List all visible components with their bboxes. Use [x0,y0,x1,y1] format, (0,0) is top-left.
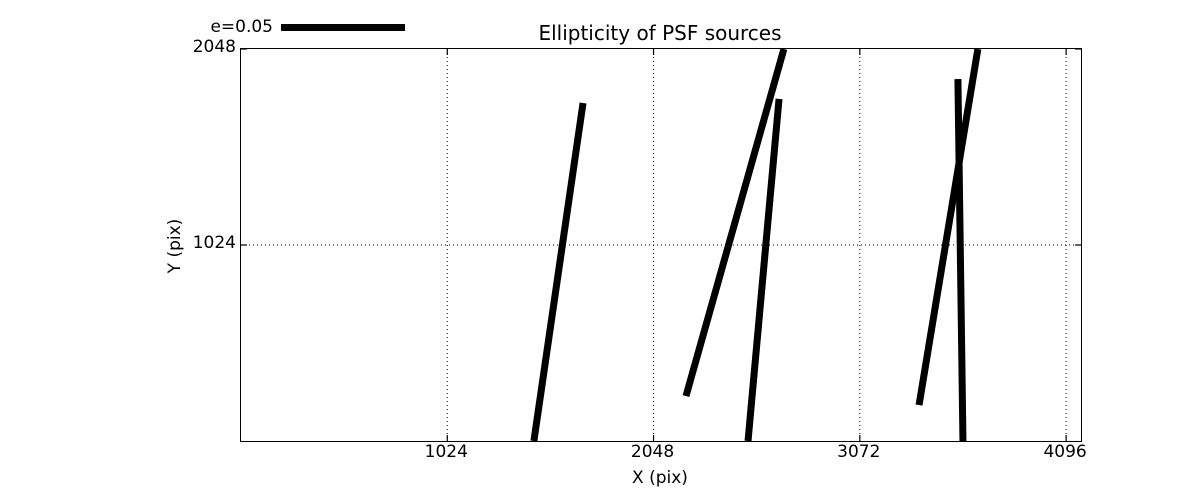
whisker-segment [682,49,788,397]
plot-svg [241,49,1081,441]
whisker-segment [915,49,982,406]
chart-title: Ellipticity of PSF sources [538,21,782,45]
whisker-segment [744,98,783,441]
legend-scale-bar [281,24,405,31]
y-tick-label: 1024 [192,233,236,253]
x-axis-label: X (pix) [632,468,688,488]
x-tick-label: 4096 [1043,442,1087,462]
x-tick-label: 2048 [630,442,675,462]
x-tick-label: 1024 [424,442,468,462]
plot-area [240,48,1082,442]
legend-label: e=0.05 [210,17,273,37]
whisker-segment [954,79,967,441]
whisker-segment [530,102,587,441]
x-tick-label: 3072 [837,442,881,462]
y-tick-label: 2048 [192,37,236,57]
